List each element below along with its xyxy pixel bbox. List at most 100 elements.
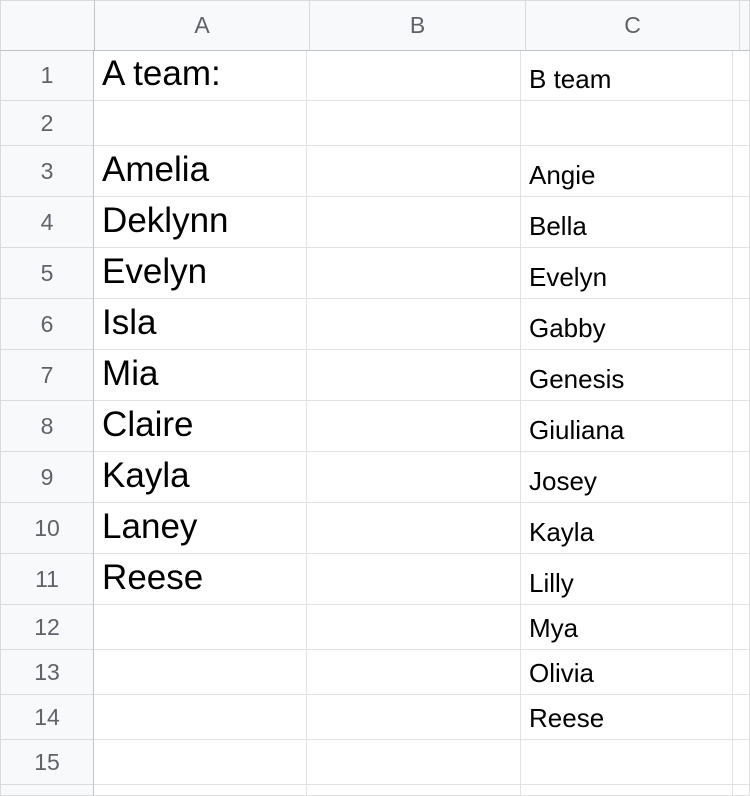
row-header-1[interactable]: 1: [0, 51, 95, 101]
cell-B13[interactable]: [307, 650, 521, 695]
cell-B3[interactable]: [307, 146, 521, 197]
cell-C9[interactable]: Josey: [521, 452, 733, 503]
row-header-11[interactable]: 11: [0, 554, 95, 605]
cell-B9[interactable]: [307, 452, 521, 503]
sheet-row-12: 12 Mya: [0, 605, 750, 650]
cell-B14[interactable]: [307, 695, 521, 740]
cell-D6[interactable]: [733, 299, 750, 350]
column-header-B[interactable]: B: [310, 0, 526, 51]
sheet-row-5: 5 Evelyn Evelyn: [0, 248, 750, 299]
cell-A13[interactable]: [94, 650, 308, 695]
column-header-D[interactable]: [740, 0, 750, 51]
sheet-row-4: 4 Deklynn Bella: [0, 197, 750, 248]
select-all-corner[interactable]: [0, 0, 95, 51]
cell-Dpartial[interactable]: [733, 785, 750, 796]
column-header-C[interactable]: C: [526, 0, 740, 51]
cell-C13[interactable]: Olivia: [521, 650, 733, 695]
sheet-row-6: 6 Isla Gabby: [0, 299, 750, 350]
sheet-row-13: 13 Olivia: [0, 650, 750, 695]
cell-C5[interactable]: Evelyn: [521, 248, 733, 299]
cell-A8[interactable]: Claire: [94, 401, 308, 452]
row-header-12[interactable]: 12: [0, 605, 95, 650]
cell-D14[interactable]: [733, 695, 750, 740]
cell-B10[interactable]: [307, 503, 521, 554]
sheet-row-7: 7 Mia Genesis: [0, 350, 750, 401]
cell-C1[interactable]: B team: [521, 51, 733, 101]
cell-C14[interactable]: Reese: [521, 695, 733, 740]
cell-C10[interactable]: Kayla: [521, 503, 733, 554]
cell-A5[interactable]: Evelyn: [94, 248, 308, 299]
cell-A11[interactable]: Reese: [94, 554, 308, 605]
cell-A1[interactable]: A team:: [94, 51, 308, 101]
cell-C2[interactable]: [521, 101, 733, 146]
cell-D13[interactable]: [733, 650, 750, 695]
cell-A12[interactable]: [94, 605, 308, 650]
cell-D7[interactable]: [733, 350, 750, 401]
row-header-9[interactable]: 9: [0, 452, 95, 503]
cell-C3[interactable]: Angie: [521, 146, 733, 197]
cell-A3[interactable]: Amelia: [94, 146, 308, 197]
cell-C15[interactable]: [521, 740, 733, 785]
row-header-partial[interactable]: [0, 785, 95, 796]
cell-B4[interactable]: [307, 197, 521, 248]
row-header-4[interactable]: 4: [0, 197, 95, 248]
sheet-row-10: 10 Laney Kayla: [0, 503, 750, 554]
row-header-6[interactable]: 6: [0, 299, 95, 350]
cell-B15[interactable]: [307, 740, 521, 785]
cell-A2[interactable]: [94, 101, 308, 146]
row-header-5[interactable]: 5: [0, 248, 95, 299]
sheet-row-8: 8 Claire Giuliana: [0, 401, 750, 452]
cell-D12[interactable]: [733, 605, 750, 650]
cell-A4[interactable]: Deklynn: [94, 197, 308, 248]
cell-B7[interactable]: [307, 350, 521, 401]
cell-B12[interactable]: [307, 605, 521, 650]
column-header-A[interactable]: A: [95, 0, 310, 51]
cell-B5[interactable]: [307, 248, 521, 299]
cell-Cpartial[interactable]: [521, 785, 733, 796]
row-header-15[interactable]: 15: [0, 740, 95, 785]
cell-D8[interactable]: [733, 401, 750, 452]
cell-D4[interactable]: [733, 197, 750, 248]
sheet-row-3: 3 Amelia Angie: [0, 146, 750, 197]
cell-C8[interactable]: Giuliana: [521, 401, 733, 452]
cell-A10[interactable]: Laney: [94, 503, 308, 554]
cell-B11[interactable]: [307, 554, 521, 605]
cell-D9[interactable]: [733, 452, 750, 503]
cell-D1[interactable]: [733, 51, 750, 101]
cell-C4[interactable]: Bella: [521, 197, 733, 248]
cell-D3[interactable]: [733, 146, 750, 197]
cell-A15[interactable]: [94, 740, 308, 785]
row-header-7[interactable]: 7: [0, 350, 95, 401]
cell-C7[interactable]: Genesis: [521, 350, 733, 401]
row-header-2[interactable]: 2: [0, 101, 95, 146]
cell-D11[interactable]: [733, 554, 750, 605]
row-header-14[interactable]: 14: [0, 695, 95, 740]
row-header-13[interactable]: 13: [0, 650, 95, 695]
cell-C6[interactable]: Gabby: [521, 299, 733, 350]
cell-D15[interactable]: [733, 740, 750, 785]
cell-B1[interactable]: [307, 51, 521, 101]
cell-B6[interactable]: [307, 299, 521, 350]
cell-D2[interactable]: [733, 101, 750, 146]
cell-C12[interactable]: Mya: [521, 605, 733, 650]
cell-D5[interactable]: [733, 248, 750, 299]
cell-A14[interactable]: [94, 695, 308, 740]
cell-A6[interactable]: Isla: [94, 299, 308, 350]
cell-Apartial[interactable]: [94, 785, 308, 796]
cell-D10[interactable]: [733, 503, 750, 554]
row-header-10[interactable]: 10: [0, 503, 95, 554]
row-header-3[interactable]: 3: [0, 146, 95, 197]
row-header-8[interactable]: 8: [0, 401, 95, 452]
cell-A7[interactable]: Mia: [94, 350, 308, 401]
cell-B2[interactable]: [307, 101, 521, 146]
cell-A9[interactable]: Kayla: [94, 452, 308, 503]
cell-Bpartial[interactable]: [307, 785, 521, 796]
cell-C11[interactable]: Lilly: [521, 554, 733, 605]
sheet-row-9: 9 Kayla Josey: [0, 452, 750, 503]
sheet-row-11: 11 Reese Lilly: [0, 554, 750, 605]
cell-B8[interactable]: [307, 401, 521, 452]
sheet-row-15: 15: [0, 740, 750, 785]
